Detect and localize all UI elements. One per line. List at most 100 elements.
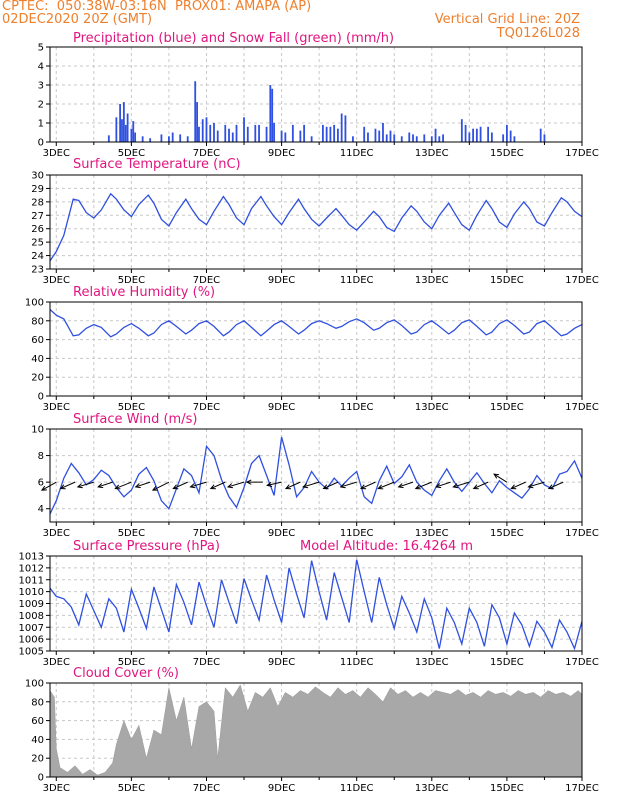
x-tick-label: 17DEC [565, 783, 599, 794]
x-tick-label: 5DEC [118, 657, 145, 668]
precipitation-bar [269, 85, 272, 142]
wind-arrow-shaft [340, 481, 357, 488]
precipitation-bar [196, 102, 198, 142]
precipitation-bar [243, 117, 245, 142]
wind-arrow-shaft [302, 481, 320, 488]
precipitation-bar [389, 130, 392, 142]
x-tick-label: 3DEC [43, 402, 70, 413]
precipitation-bar [168, 136, 170, 142]
precipitation-bar [205, 117, 208, 142]
precipitation-bar [367, 132, 369, 142]
wind-arrow-shaft [473, 481, 489, 489]
y-tick-label: 20 [31, 373, 44, 384]
precipitation-bar [303, 124, 306, 142]
precipitation-bar [382, 123, 384, 142]
precipitation-bar [284, 132, 287, 142]
precipitation-bar [374, 128, 377, 142]
precipitation-bar [513, 136, 516, 142]
wind-arrow-head [59, 484, 66, 490]
panel-title: Surface Wind (m/s) [73, 412, 197, 427]
model-id: TQ0126L028 [496, 26, 580, 41]
y-tick-label: 6 [38, 478, 44, 489]
wind-arrow-shaft [285, 481, 301, 489]
y-tick-label: 23 [31, 265, 44, 276]
wind-arrow-head [226, 483, 234, 489]
precipitation-bar [265, 126, 268, 142]
x-tick-label: 11DEC [340, 783, 374, 794]
precipitation-bar [216, 130, 219, 142]
y-tick-label: 8 [38, 451, 44, 462]
precipitation-bar [124, 124, 127, 142]
x-tick-label: 5DEC [118, 402, 145, 413]
panel-title: Precipitation (blue) and Snow Fall (gree… [73, 31, 394, 46]
wind-arrow-head [134, 483, 141, 489]
wind-arrow-head [245, 479, 252, 485]
wind-arrow-shaft [360, 481, 376, 489]
wind-arrow-shaft [511, 481, 526, 489]
panel-title: Surface Temperature (nC) [73, 157, 241, 172]
x-tick-label: 9DEC [268, 783, 295, 794]
precipitation-bar [122, 102, 125, 142]
x-tick-label: 9DEC [268, 148, 295, 159]
precipitation-bar [235, 124, 238, 142]
wind-arrow-shaft [267, 481, 282, 486]
wind-arrow-shaft [77, 481, 94, 488]
y-tick-label: 100 [25, 298, 44, 309]
precipitation-bar [130, 128, 133, 142]
wind-arrow-shaft [173, 481, 188, 489]
precipitation-bar [325, 126, 328, 142]
wind-arrow-head [97, 483, 104, 489]
precipitation-bar [280, 130, 283, 142]
precipitation-bar [231, 132, 234, 142]
series-line [49, 309, 583, 338]
y-tick-label: 4 [38, 62, 44, 73]
panel-frame [49, 301, 583, 397]
precipitation-bar [543, 134, 546, 142]
wind-arrow-shaft [227, 481, 245, 488]
wind-arrow-head [414, 484, 421, 490]
wind-arrow-head [284, 484, 291, 490]
x-tick-label: 15DEC [490, 783, 524, 794]
x-tick-label: 13DEC [415, 148, 449, 159]
wind-arrow-head [527, 483, 534, 489]
y-tick-label: 1005 [19, 647, 44, 658]
precipitation-bar [352, 136, 354, 142]
x-tick-label: 15DEC [490, 275, 524, 286]
y-tick-label: 0 [38, 392, 44, 403]
precipitation-bar [378, 130, 381, 142]
precipitation-bar [464, 124, 467, 142]
panel-frame [49, 682, 583, 778]
precipitation-bar [254, 124, 257, 142]
panel-frame [49, 46, 583, 143]
precipitation-bar [132, 121, 135, 142]
precipitation-bar [149, 138, 152, 142]
precipitation-bar [194, 81, 197, 142]
y-tick-label: 1009 [19, 599, 44, 610]
wind-arrow-head [360, 484, 367, 490]
x-tick-label: 17DEC [565, 148, 599, 159]
wind-arrow-head [510, 484, 517, 490]
precipitation-bar [329, 126, 332, 142]
precipitation-bar [423, 134, 426, 142]
precipitation-bar [213, 123, 215, 142]
x-tick-label: 5DEC [118, 148, 145, 159]
y-tick-label: 5 [38, 43, 44, 54]
wind-arrow-shaft [453, 481, 470, 488]
precipitation-bar [434, 128, 437, 142]
precipitation-bar [299, 130, 302, 142]
y-tick-label: 100 [25, 679, 44, 690]
y-tick-label: 1012 [19, 563, 44, 574]
precipitation-bar [107, 135, 110, 142]
precipitation-bar [415, 136, 418, 142]
y-tick-label: 80 [31, 697, 44, 708]
wind-arrow-head [339, 483, 346, 489]
wind-arrow-head [397, 483, 404, 489]
x-tick-label: 3DEC [43, 148, 70, 159]
wind-arrow-shaft [41, 481, 57, 491]
precipitation-bar [310, 136, 313, 142]
x-tick-label: 7DEC [193, 657, 220, 668]
wind-arrow-head [377, 484, 384, 490]
wind-arrow-shaft [152, 481, 170, 491]
precipitation-bar [502, 134, 505, 142]
